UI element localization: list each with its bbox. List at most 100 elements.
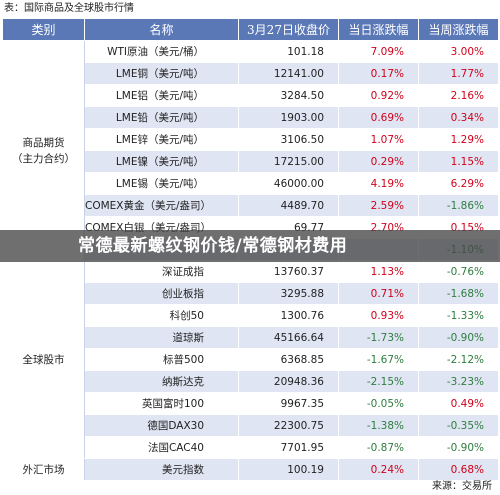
instrument-name: 科创50 <box>84 304 239 327</box>
daily-change: 1.13% <box>338 260 419 283</box>
daily-change: 4.19% <box>338 172 419 195</box>
weekly-change: 0.49% <box>418 392 499 415</box>
close-price: 101.18 <box>238 40 339 63</box>
table-row: 纳斯达克 20948.36 -2.15% -3.23% <box>3 370 499 393</box>
table-row: 德国DAX30 22300.75 -1.38% -0.35% <box>3 414 499 437</box>
table-row: 创业板指 3295.88 0.71% -1.68% <box>3 282 499 305</box>
table-row: 道琼斯 45166.64 -1.73% -0.90% <box>3 326 499 349</box>
weekly-change: 1.15% <box>418 150 499 173</box>
table-row: LME铅（美元/吨） 1903.00 0.69% 0.34% <box>3 106 499 129</box>
weekly-change: -0.35% <box>418 414 499 437</box>
instrument-name: LME锌（美元/吨） <box>84 128 239 151</box>
close-price: 22300.75 <box>238 414 339 437</box>
close-price: 1300.76 <box>238 304 339 327</box>
close-price: 45166.64 <box>238 326 339 349</box>
instrument-name: 英国富时100 <box>84 392 239 415</box>
weekly-change: -2.12% <box>418 348 499 371</box>
close-price: 13760.37 <box>238 260 339 283</box>
table-row: LME锡（美元/吨） 46000.00 4.19% 6.29% <box>3 172 499 195</box>
instrument-name: 法国CAC40 <box>84 436 239 459</box>
instrument-name: 纳斯达克 <box>84 370 239 393</box>
weekly-change: -0.90% <box>418 326 499 349</box>
daily-change: 0.17% <box>338 62 419 85</box>
close-price: 9967.35 <box>238 392 339 415</box>
weekly-change: 1.77% <box>418 62 499 85</box>
source-note: 来源：交易所 <box>432 481 492 492</box>
daily-change: 0.69% <box>338 106 419 129</box>
instrument-name: COMEX黄金（美元/盎司） <box>84 194 239 217</box>
daily-change: 0.24% <box>338 458 419 481</box>
daily-change: -2.15% <box>338 370 419 393</box>
header-category: 类别 <box>2 18 85 41</box>
instrument-name: LME铝（美元/吨） <box>84 84 239 107</box>
weekly-change: 2.16% <box>418 84 499 107</box>
header-name: 名称 <box>84 18 239 41</box>
weekly-change: -1.33% <box>418 304 499 327</box>
daily-change: -0.87% <box>338 436 419 459</box>
close-price: 7701.95 <box>238 436 339 459</box>
daily-change: 0.71% <box>338 282 419 305</box>
header-row: 类别 名称 3月27日收盘价 当日涨跌幅 当周涨跌幅 <box>2 18 499 41</box>
close-price: 6368.85 <box>238 348 339 371</box>
weekly-change: -0.90% <box>418 436 499 459</box>
weekly-change: 6.29% <box>418 172 499 195</box>
weekly-change: -0.76% <box>418 260 499 283</box>
instrument-name: 标普500 <box>84 348 239 371</box>
instrument-name: LME铅（美元/吨） <box>84 106 239 129</box>
table-row: COMEX黄金（美元/盎司） 4489.70 2.59% -1.86% <box>3 194 499 217</box>
instrument-name: LME铜（美元/吨） <box>84 62 239 85</box>
banner-title: 常德最新螺纹钢价钱/常德钢材费用 <box>78 236 348 256</box>
instrument-name: 创业板指 <box>84 282 239 305</box>
instrument-name: LME镍（美元/吨） <box>84 150 239 173</box>
close-price: 12141.00 <box>238 62 339 85</box>
header-close: 3月27日收盘价 <box>238 18 339 41</box>
weekly-change: 0.68% <box>418 458 499 481</box>
table-row: 标普500 6368.85 -1.67% -2.12% <box>3 348 499 371</box>
daily-change: 1.07% <box>338 128 419 151</box>
table-row: 全球股市 深证成指 13760.37 1.13% -0.76% <box>2 260 499 459</box>
category-cell-commodities: 商品期货 （主力合约） <box>2 40 85 261</box>
watermark-banner: 常德最新螺纹钢价钱/常德钢材费用 <box>0 230 500 262</box>
table-row: 法国CAC40 7701.95 -0.87% -0.90% <box>3 436 499 459</box>
table-row: 外汇市场 美元指数 100.19 0.24% 0.68% <box>2 458 499 481</box>
daily-change: 0.92% <box>338 84 419 107</box>
weekly-change: -1.86% <box>418 194 499 217</box>
instrument-name: 道琼斯 <box>84 326 239 349</box>
close-price: 1903.00 <box>238 106 339 129</box>
category-label: 商品期货 （主力合约） <box>12 136 75 165</box>
daily-change: -0.05% <box>338 392 419 415</box>
daily-change: -1.38% <box>338 414 419 437</box>
category-label: 全球股市 <box>22 353 65 366</box>
category-cell-fx: 外汇市场 <box>2 458 85 481</box>
daily-change: 7.09% <box>338 40 419 63</box>
close-price: 3106.50 <box>238 128 339 151</box>
instrument-name: 深证成指 <box>84 260 239 283</box>
close-price: 100.19 <box>238 458 339 481</box>
weekly-change: 1.29% <box>418 128 499 151</box>
daily-change: -1.73% <box>338 326 419 349</box>
close-price: 46000.00 <box>238 172 339 195</box>
daily-change: 0.93% <box>338 304 419 327</box>
header-weekly-change: 当周涨跌幅 <box>418 18 499 41</box>
category-label: 外汇市场 <box>22 463 65 476</box>
header-daily-change: 当日涨跌幅 <box>338 18 419 41</box>
weekly-change: -1.68% <box>418 282 499 305</box>
daily-change: -1.67% <box>338 348 419 371</box>
close-price: 4489.70 <box>238 194 339 217</box>
category-cell-stocks: 全球股市 <box>2 260 85 459</box>
instrument-name: WTI原油（美元/桶） <box>84 40 239 63</box>
daily-change: 0.29% <box>338 150 419 173</box>
table-row: LME铝（美元/吨） 3284.50 0.92% 2.16% <box>3 84 499 107</box>
instrument-name: LME锡（美元/吨） <box>84 172 239 195</box>
close-price: 3284.50 <box>238 84 339 107</box>
weekly-change: 3.00% <box>418 40 499 63</box>
instrument-name: 美元指数 <box>84 458 239 481</box>
weekly-change: 0.34% <box>418 106 499 129</box>
table-row: 英国富时100 9967.35 -0.05% 0.49% <box>3 392 499 415</box>
close-price: 20948.36 <box>238 370 339 393</box>
weekly-change: -3.23% <box>418 370 499 393</box>
table-row: 商品期货 （主力合约） WTI原油（美元/桶） 101.18 7.09% 3.00% <box>2 40 499 261</box>
close-price: 17215.00 <box>238 150 339 173</box>
daily-change: 2.59% <box>338 194 419 217</box>
table-row: LME锌（美元/吨） 3106.50 1.07% 1.29% <box>3 128 499 151</box>
